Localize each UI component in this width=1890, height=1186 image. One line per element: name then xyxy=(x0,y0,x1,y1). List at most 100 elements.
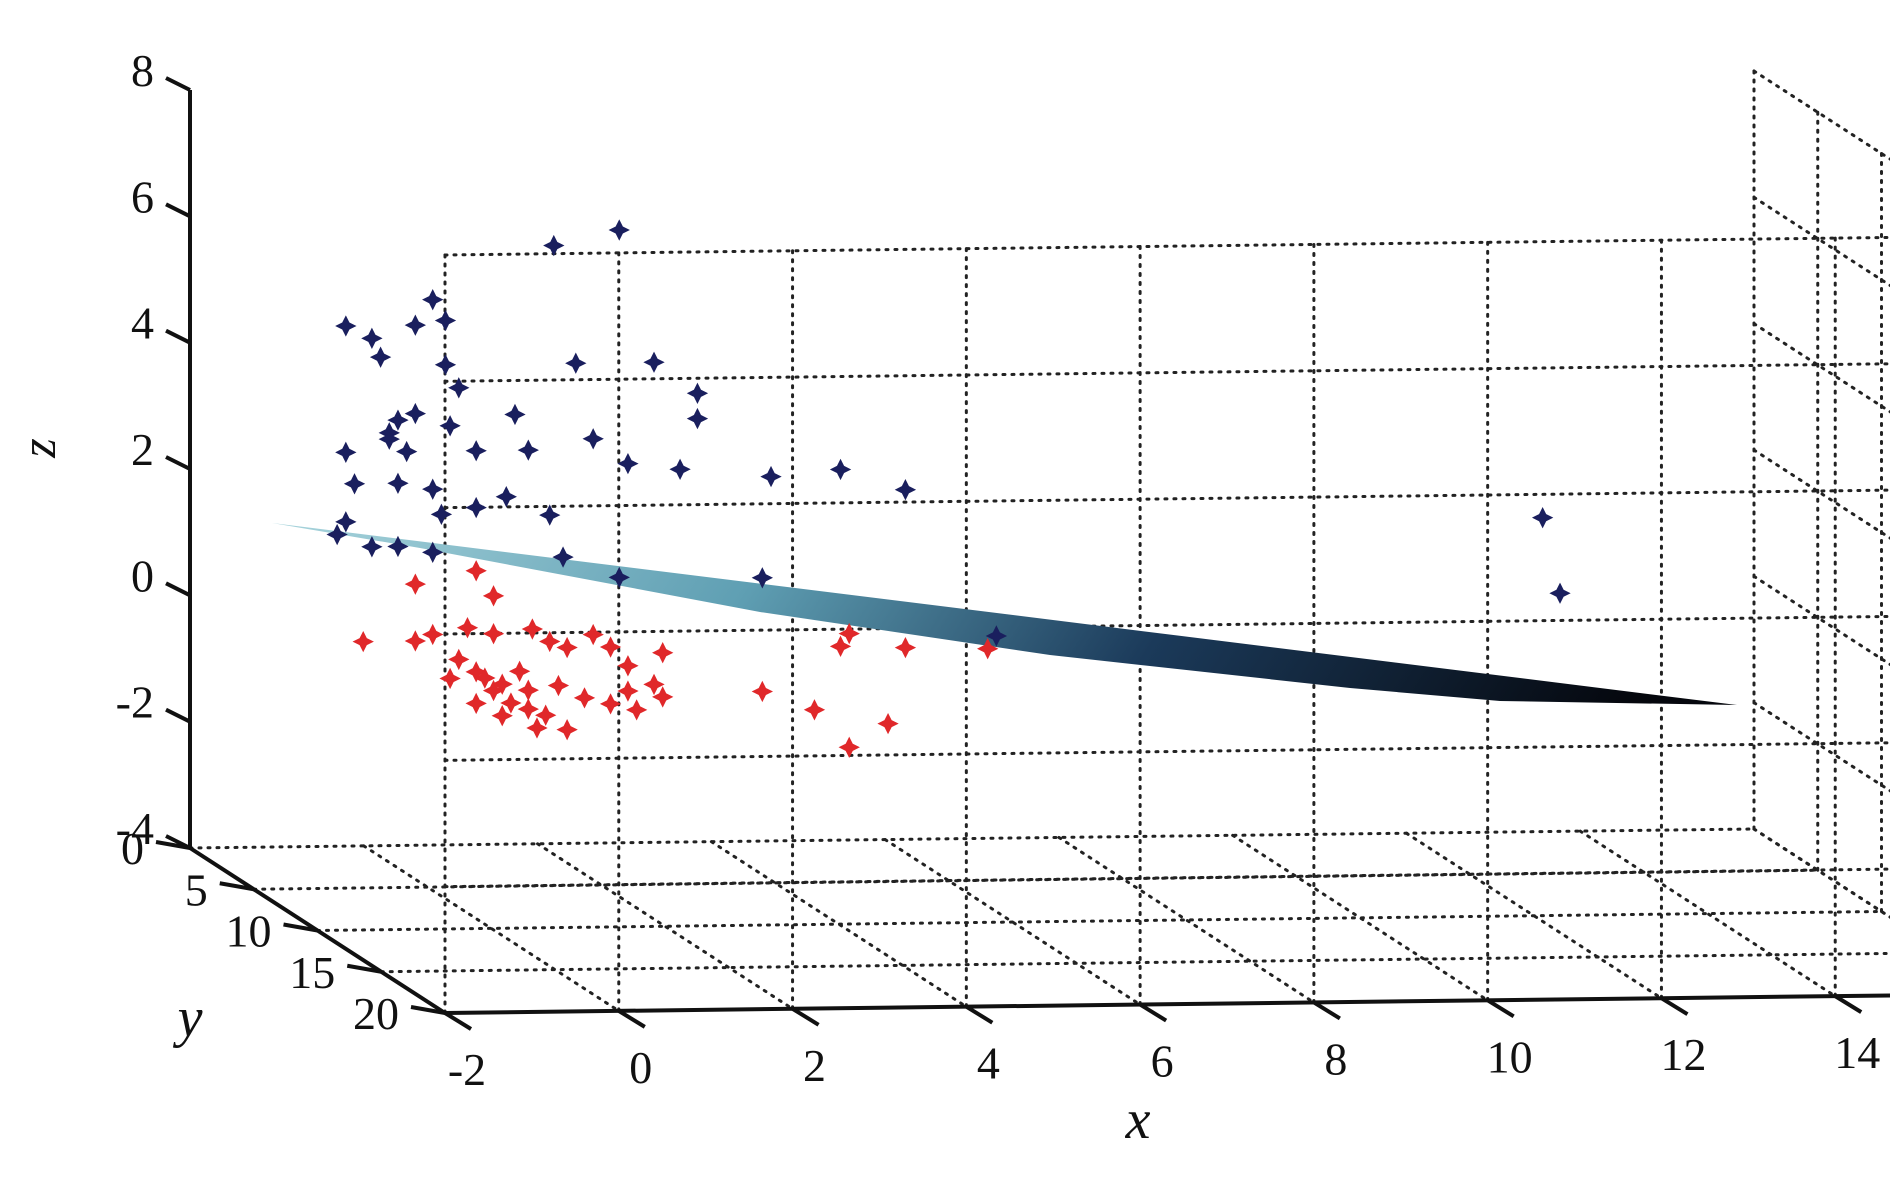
point-red xyxy=(838,736,860,758)
grid-line-floor-x xyxy=(1057,835,1316,1004)
y-tick xyxy=(219,881,255,892)
point-blue xyxy=(539,504,561,526)
grid-line-floor-y xyxy=(379,951,1890,974)
point-red xyxy=(652,686,674,708)
point-blue xyxy=(422,541,444,564)
grid-line-floor-x xyxy=(1578,829,1837,998)
y-tick-label: 20 xyxy=(353,988,399,1039)
point-red xyxy=(838,622,860,645)
y-tick xyxy=(155,840,191,850)
point-blue xyxy=(343,473,366,495)
y-axis-label: y xyxy=(173,987,203,1049)
grid-line-side-z xyxy=(1752,195,1890,288)
x-tick xyxy=(1486,998,1515,1019)
grid-line-side-z xyxy=(1752,448,1890,540)
point-red xyxy=(556,718,578,741)
y-tick xyxy=(410,1005,446,1015)
grid-line-side-z xyxy=(1752,701,1890,793)
grid-line-floor-y xyxy=(188,827,1756,850)
point-red xyxy=(439,667,461,690)
point-red xyxy=(456,617,479,639)
data-points xyxy=(326,219,1571,758)
point-blue xyxy=(439,415,461,437)
point-blue xyxy=(894,479,917,501)
point-red xyxy=(517,698,539,720)
separating-plane xyxy=(272,523,1737,705)
point-blue xyxy=(517,439,539,461)
point-blue xyxy=(1531,506,1554,529)
grid-line-floor-y xyxy=(252,868,1820,891)
point-red xyxy=(465,692,487,715)
point-blue xyxy=(378,428,400,450)
point-red xyxy=(617,680,639,702)
z-tick xyxy=(165,202,191,219)
x-tick-label: 10 xyxy=(1487,1031,1533,1082)
point-blue xyxy=(686,407,709,430)
point-blue xyxy=(387,409,409,431)
x-tick xyxy=(1312,1000,1341,1021)
x-tick-label: -2 xyxy=(448,1044,486,1095)
point-red xyxy=(474,667,496,689)
point-red xyxy=(448,648,470,671)
grid-line-side-z xyxy=(1752,322,1890,414)
point-red xyxy=(643,673,665,696)
point-red xyxy=(422,623,444,646)
y-tick-label: 15 xyxy=(289,947,335,998)
point-red xyxy=(404,630,427,652)
x-tick-label: 8 xyxy=(1324,1033,1347,1084)
point-blue xyxy=(760,465,782,488)
y-tick-label: 0 xyxy=(121,823,144,874)
z-tick xyxy=(165,581,191,598)
point-red xyxy=(535,704,557,726)
grid-lines xyxy=(188,69,1890,1015)
z-tick-label: 6 xyxy=(131,171,154,222)
point-red xyxy=(508,660,531,682)
z-axis-label: z xyxy=(10,438,66,458)
point-blue xyxy=(643,351,665,373)
z-tick-label: 8 xyxy=(131,45,154,96)
point-red xyxy=(625,699,648,721)
point-blue xyxy=(404,402,427,425)
point-red xyxy=(465,661,487,683)
point-blue xyxy=(985,625,1008,647)
x-tick xyxy=(791,1007,820,1027)
point-blue xyxy=(686,382,709,404)
point-red xyxy=(482,585,505,607)
grid-line-back-z xyxy=(443,362,1890,383)
point-blue xyxy=(751,567,774,589)
point-red xyxy=(482,679,505,702)
z-tick xyxy=(165,76,191,92)
point-red xyxy=(352,630,374,653)
point-blue xyxy=(422,289,444,311)
point-blue xyxy=(608,566,630,589)
point-red xyxy=(521,618,544,640)
point-blue xyxy=(829,458,852,481)
grid-line-back-z xyxy=(443,235,1890,257)
point-blue xyxy=(434,309,457,332)
point-blue xyxy=(608,219,630,241)
z-tick-label: -2 xyxy=(116,677,154,728)
x-tick-label: 6 xyxy=(1151,1036,1174,1087)
point-red xyxy=(547,674,570,697)
point-blue xyxy=(361,536,383,558)
point-blue xyxy=(465,440,487,462)
point-blue xyxy=(565,352,587,374)
x-tick xyxy=(617,1009,646,1029)
point-red xyxy=(482,623,505,645)
z-tick-label: 0 xyxy=(131,550,154,601)
point-blue xyxy=(430,503,453,526)
z-tick xyxy=(165,328,191,345)
x-tick-label: 0 xyxy=(629,1042,652,1093)
point-blue xyxy=(387,472,409,494)
z-tick-label: 4 xyxy=(131,298,154,349)
point-red xyxy=(465,560,487,582)
z-tick xyxy=(165,455,191,471)
point-blue xyxy=(669,458,691,480)
point-red xyxy=(404,573,427,595)
x-tick xyxy=(1834,994,1863,1014)
grid-line-back-z xyxy=(443,741,1890,762)
x-axis-line xyxy=(444,993,1890,1015)
point-blue xyxy=(387,535,409,558)
